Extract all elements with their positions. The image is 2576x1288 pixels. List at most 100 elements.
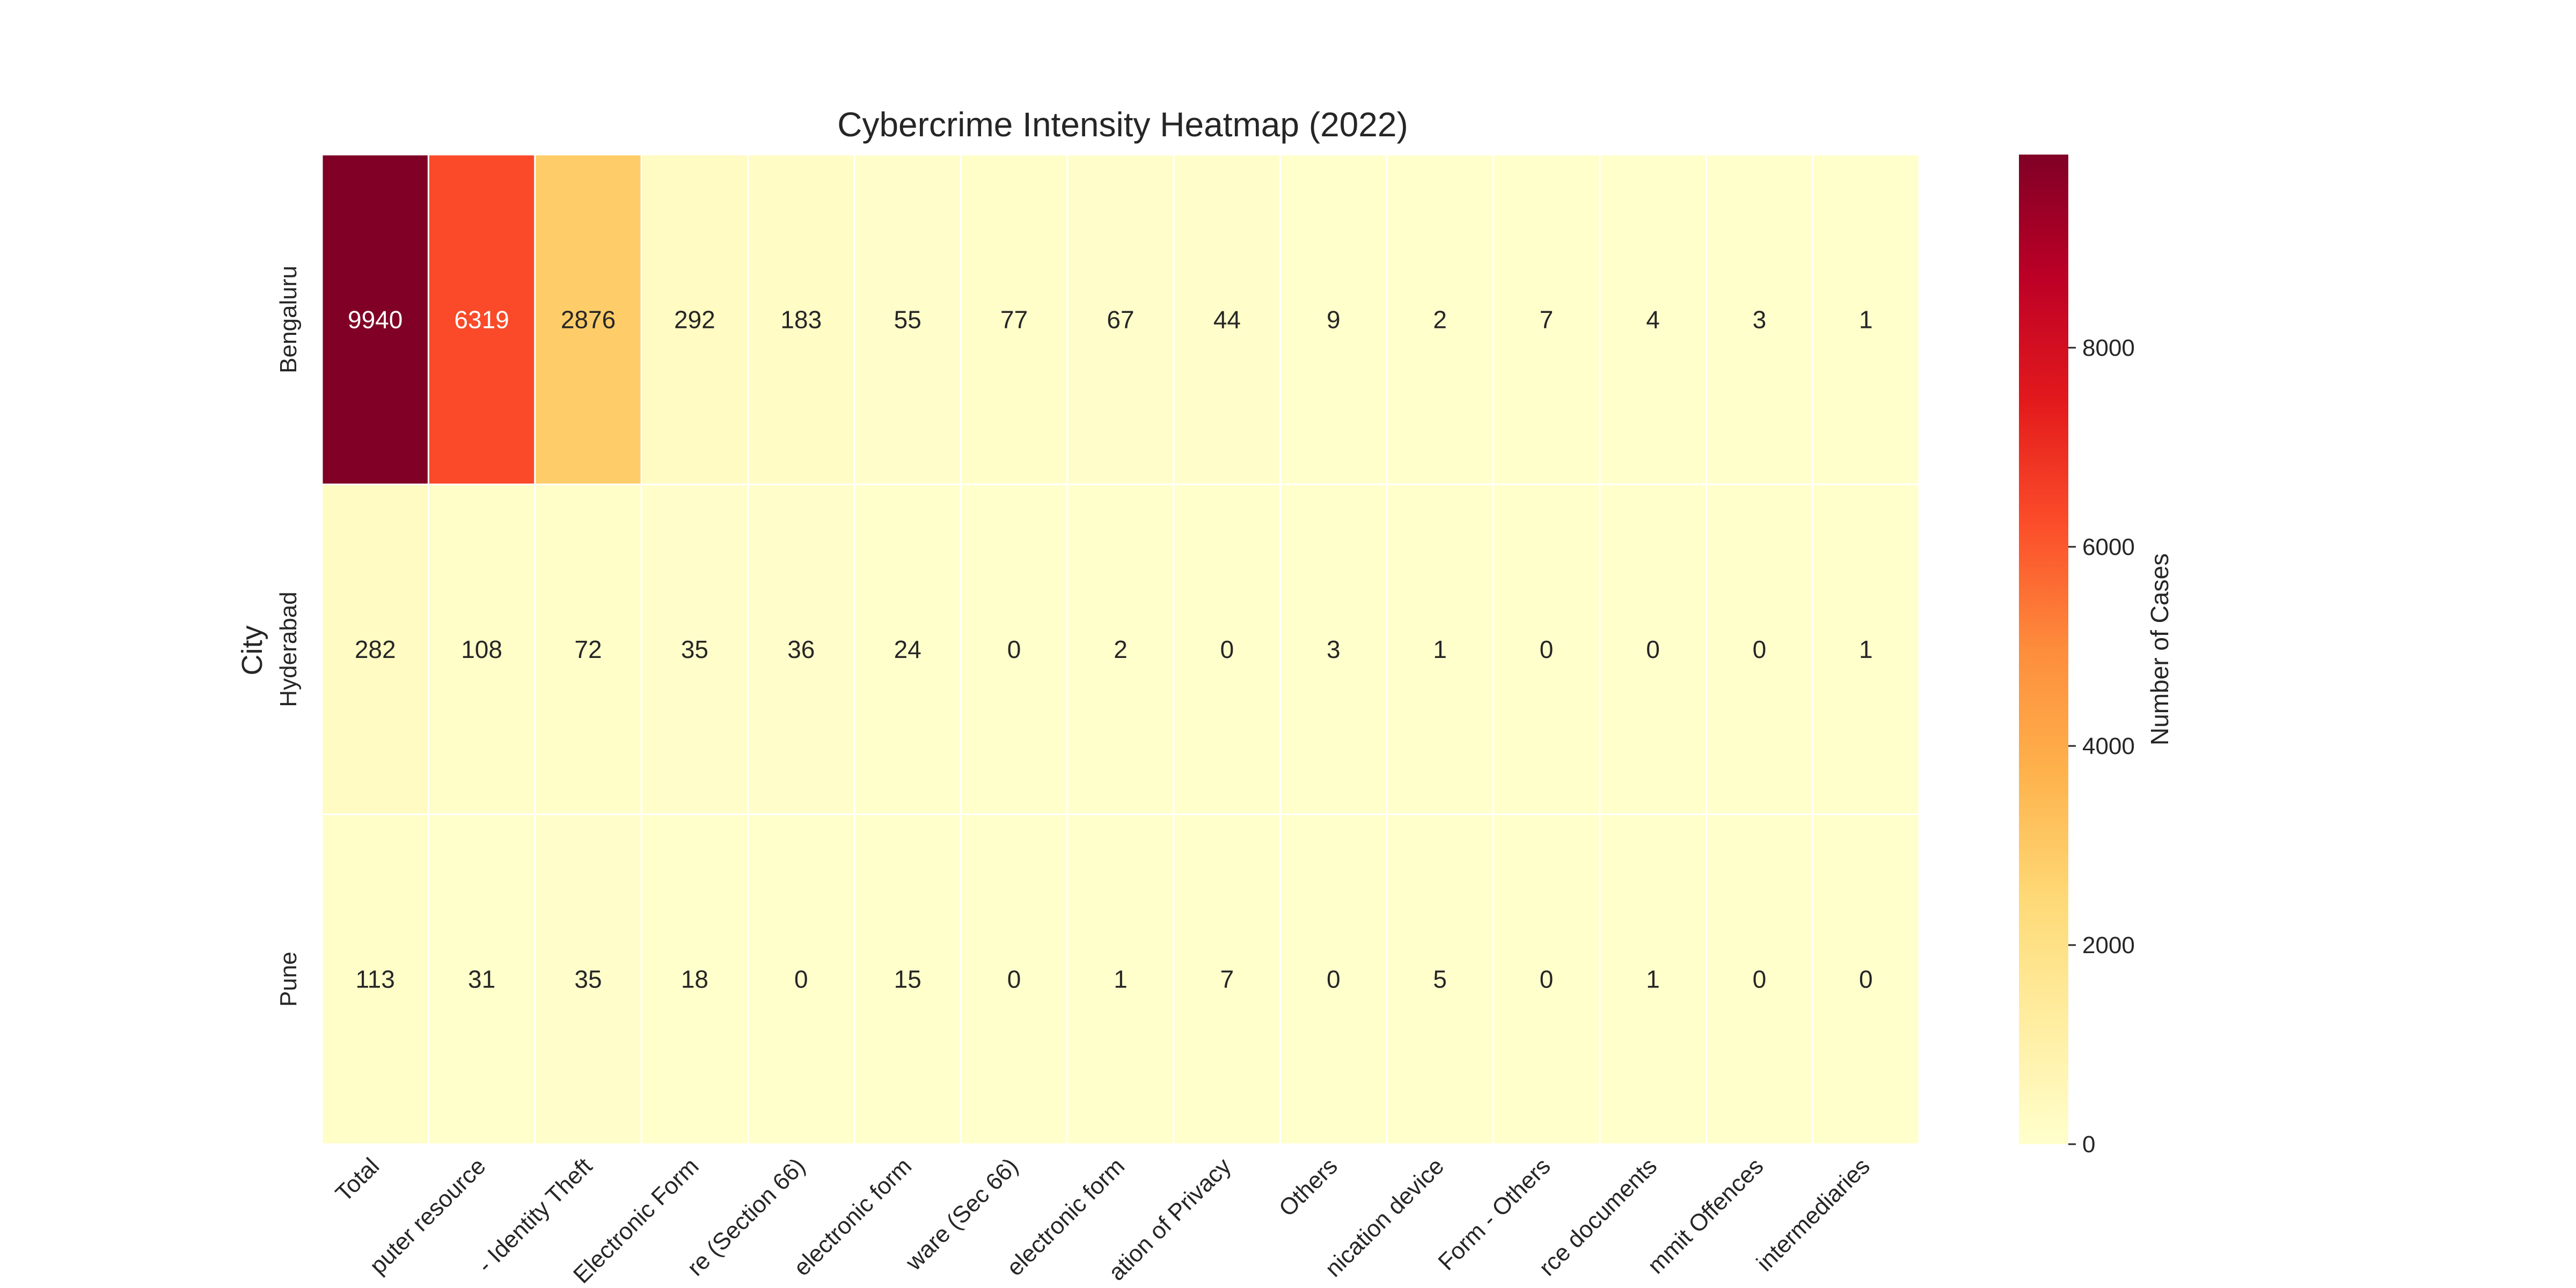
row-label: Pune: [275, 952, 302, 1007]
cell-value-label: 5: [1433, 965, 1447, 993]
cell-value-label: 2: [1433, 305, 1447, 333]
heatmap-cell: [1066, 153, 1175, 486]
cell-value-label: 9: [1327, 305, 1341, 333]
cell-value-label: 0: [1007, 965, 1021, 993]
column-label: ware (Sec 66): [901, 1153, 1023, 1276]
heatmap-cell: [534, 484, 642, 815]
cell-value-label: 35: [574, 965, 602, 993]
cell-value-label: 3: [1327, 635, 1341, 663]
heatmap-cell: [747, 813, 855, 1145]
heatmap-cell: [640, 813, 749, 1145]
heatmap-cell: [321, 813, 429, 1145]
heatmap-cell: [1705, 484, 1814, 815]
heatmap-cell: [1386, 813, 1494, 1145]
cell-value-label: 6319: [454, 305, 509, 333]
heatmap-cell: [1279, 484, 1388, 815]
cell-value-label: 282: [355, 635, 396, 663]
cell-value-label: 72: [574, 635, 602, 663]
cell-value-label: 1: [1859, 305, 1873, 333]
colorbar-tick-label: 2000: [2082, 932, 2135, 958]
heatmap-cell: [1492, 484, 1601, 815]
colorbar-tick-label: 8000: [2082, 335, 2135, 361]
heatmap-cell: [1599, 813, 1707, 1145]
cell-value-label: 3: [1753, 305, 1767, 333]
row-labels: Bengaluru Hyderabad Pune: [275, 266, 302, 1007]
cell-value-label: 4: [1646, 305, 1660, 333]
heatmap-cell: [747, 153, 855, 486]
column-label: Total: [331, 1153, 384, 1206]
column-label: Others: [1274, 1153, 1343, 1221]
cell-value-label: 1: [1646, 965, 1660, 993]
cell-value-label: 113: [356, 965, 395, 993]
cell-value-label: 9940: [348, 305, 402, 333]
cell-value-label: 15: [894, 965, 921, 993]
cell-value-label: 0: [1327, 965, 1341, 993]
cell-value-label: 0: [1007, 635, 1021, 663]
cell-value-label: 7: [1540, 305, 1554, 333]
colorbar-ticks: 0 2000 4000 6000 8000: [2068, 335, 2135, 1158]
heatmap-cell: [1812, 813, 1920, 1145]
cell-value-label: 67: [1107, 305, 1134, 333]
cell-value-label: 1: [1114, 965, 1128, 993]
heatmap-cell: [1599, 153, 1707, 486]
colorbar-tick-label: 0: [2082, 1131, 2095, 1158]
cell-value-label: 44: [1213, 305, 1241, 333]
colorbar-label: Number of Cases: [2146, 553, 2174, 745]
cell-value-label: 36: [787, 635, 815, 663]
cell-value-label: 292: [674, 305, 715, 333]
heatmap-cell: [1812, 484, 1920, 815]
colorbar-tick-label: 4000: [2082, 733, 2135, 759]
heatmap-cell: [1812, 153, 1920, 486]
heatmap-cell: [1173, 813, 1282, 1145]
cell-value-label: 0: [1753, 965, 1767, 993]
cell-value-label: 0: [1753, 635, 1767, 663]
y-axis-label: City: [236, 626, 268, 676]
heatmap-cell: [960, 813, 1069, 1145]
row-label: Hyderabad: [275, 591, 302, 707]
heatmap-cell: [1066, 813, 1175, 1145]
cell-value-label: 31: [468, 965, 495, 993]
heatmap-cell: [427, 484, 536, 815]
row-label: Bengaluru: [275, 266, 302, 374]
heatmap-cell: [853, 484, 962, 815]
cell-value-label: 7: [1220, 965, 1234, 993]
cell-value-label: 0: [1540, 965, 1554, 993]
cell-value-label: 2: [1114, 635, 1128, 663]
chart-title: Cybercrime Intensity Heatmap (2022): [837, 105, 1408, 144]
cell-value-label: 24: [894, 635, 921, 663]
heatmap-cell: [321, 484, 429, 815]
heatmap-cell: [1492, 813, 1601, 1145]
heatmap-cell: [1279, 153, 1388, 486]
cell-value-label: 2876: [561, 305, 616, 333]
heatmap-cell: [1599, 484, 1707, 815]
heatmap-cell: [534, 153, 642, 486]
column-label: intermediaries: [1752, 1153, 1875, 1276]
heatmap-cell: [960, 484, 1069, 815]
heatmap-cell: [1492, 153, 1601, 486]
cell-value-label: 0: [794, 965, 808, 993]
cell-value-label: 0: [1220, 635, 1234, 663]
cell-value-label: 1: [1433, 635, 1447, 663]
heatmap-cell: [747, 484, 855, 815]
cell-value-label: 0: [1859, 965, 1873, 993]
cell-value-label: 55: [894, 305, 921, 333]
colorbar: [2019, 155, 2068, 1144]
cell-value-label: 18: [681, 965, 708, 993]
cell-value-label: 1: [1859, 635, 1873, 663]
heatmap-cell: [853, 153, 962, 486]
heatmap-cell: [1279, 813, 1388, 1145]
cell-value-label: 77: [1000, 305, 1028, 333]
column-label: Form - Others: [1433, 1153, 1555, 1275]
heatmap-cell: [640, 484, 749, 815]
cell-value-label: 108: [461, 635, 502, 663]
heatmap-cell: [640, 153, 749, 486]
heatmap-cell: [853, 813, 962, 1145]
heatmap-cell: [427, 153, 536, 486]
cell-value-label: 0: [1646, 635, 1660, 663]
cell-value-label: 35: [681, 635, 708, 663]
heatmap-cell: [321, 153, 429, 486]
heatmap-cell: [1066, 484, 1175, 815]
